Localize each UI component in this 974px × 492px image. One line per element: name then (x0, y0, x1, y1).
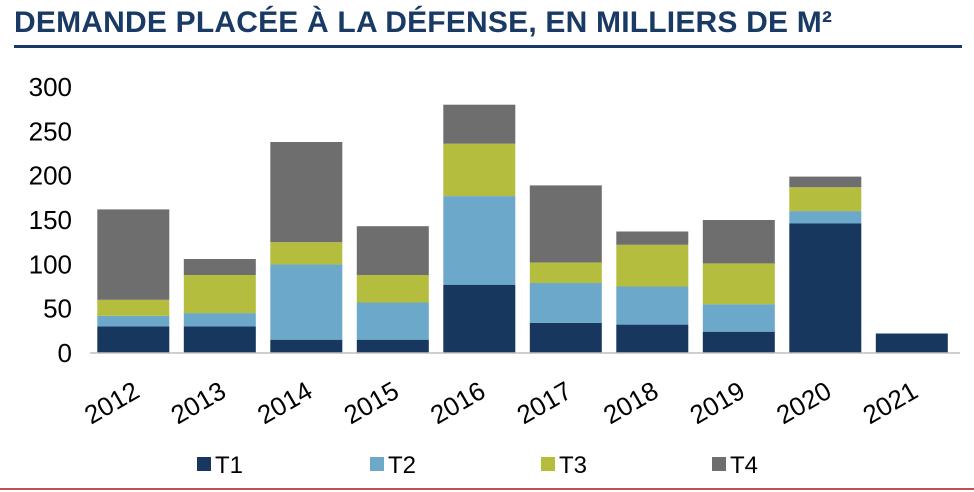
bar-segment-t3-2012 (97, 299, 170, 316)
bar-segment-t3-2019 (702, 263, 775, 305)
y-tick-label: 150 (29, 205, 72, 235)
bar-segment-t1-2017 (529, 322, 602, 353)
title-underline (14, 45, 962, 48)
bar-segment-t4-2014 (270, 142, 343, 243)
legend-swatch-t1 (197, 457, 211, 471)
bar-segment-t4-2016 (443, 104, 516, 144)
bar-segment-t1-2020 (789, 223, 862, 353)
x-tick-label: 2021 (858, 375, 923, 430)
bar-segment-t3-2017 (529, 262, 602, 283)
bar-segment-t1-2013 (183, 326, 256, 353)
y-tick-label: 50 (43, 294, 72, 324)
bar-segment-t2-2018 (616, 286, 689, 325)
bar-segment-t1-2014 (270, 339, 343, 353)
y-tick-label: 200 (29, 161, 72, 191)
bar-segment-t4-2015 (356, 226, 429, 275)
x-tick-label: 2014 (252, 375, 317, 430)
bar-segment-t2-2017 (529, 283, 602, 323)
x-tick-label: 2017 (512, 375, 577, 430)
x-tick-label: 2019 (685, 375, 750, 430)
bar-segment-t1-2015 (356, 339, 429, 353)
bar-segment-t2-2020 (789, 211, 862, 224)
bar-segment-t2-2016 (443, 196, 516, 285)
y-tick-label: 100 (29, 249, 72, 279)
bar-segment-t1-2016 (443, 284, 516, 353)
x-axis-ticks: 2012 2013 2014 2015 2016 2017 2018 2019 2020 2021 (79, 375, 923, 430)
legend-label-t2: T2 (388, 452, 416, 479)
legend-label-t4: T4 (730, 452, 758, 479)
bar-segment-t1-2021 (875, 333, 948, 353)
bar-segment-t2-2012 (97, 315, 170, 327)
bars (97, 104, 948, 353)
bar-segment-t4-2019 (702, 220, 775, 264)
legend: T1 T2 T3 T4 (197, 452, 758, 479)
bar-segment-t4-2020 (789, 176, 862, 188)
chart-title: DEMANDE PLACÉE À LA DÉFENSE, EN MILLIERS… (14, 6, 833, 39)
y-tick-label: 300 (29, 72, 72, 102)
bar-segment-t4-2013 (183, 259, 256, 275)
bar-segment-t2-2019 (702, 304, 775, 332)
bar-segment-t3-2018 (616, 244, 689, 287)
bar-segment-t3-2013 (183, 275, 256, 314)
legend-label-t3: T3 (559, 452, 587, 479)
x-tick-label: 2018 (598, 375, 663, 430)
legend-swatch-t4 (712, 457, 726, 471)
bar-segment-t2-2013 (183, 313, 256, 327)
bar-segment-t3-2020 (789, 187, 862, 212)
x-tick-label: 2012 (79, 375, 144, 430)
legend-label-t1: T1 (215, 452, 243, 479)
footer-rule (0, 488, 974, 490)
bar-segment-t3-2015 (356, 275, 429, 303)
y-axis-ticks: 0 50 100 150 200 250 300 (29, 72, 72, 368)
bar-segment-t2-2015 (356, 302, 429, 340)
x-tick-label: 2020 (771, 375, 836, 430)
x-tick-label: 2013 (166, 375, 231, 430)
bar-segment-t4-2017 (529, 185, 602, 263)
bar-segment-t4-2018 (616, 231, 689, 245)
y-tick-label: 250 (29, 116, 72, 146)
bar-segment-t3-2014 (270, 242, 343, 265)
legend-swatch-t3 (541, 457, 555, 471)
y-tick-label: 0 (58, 338, 72, 368)
bar-segment-t4-2012 (97, 209, 170, 300)
bar-segment-t2-2014 (270, 264, 343, 340)
legend-swatch-t2 (370, 457, 384, 471)
x-tick-label: 2015 (339, 375, 404, 430)
bar-segment-t1-2012 (97, 326, 170, 353)
bar-segment-t1-2019 (702, 331, 775, 353)
bar-segment-t1-2018 (616, 324, 689, 353)
x-tick-label: 2016 (425, 375, 490, 430)
bar-segment-t3-2016 (443, 143, 516, 196)
